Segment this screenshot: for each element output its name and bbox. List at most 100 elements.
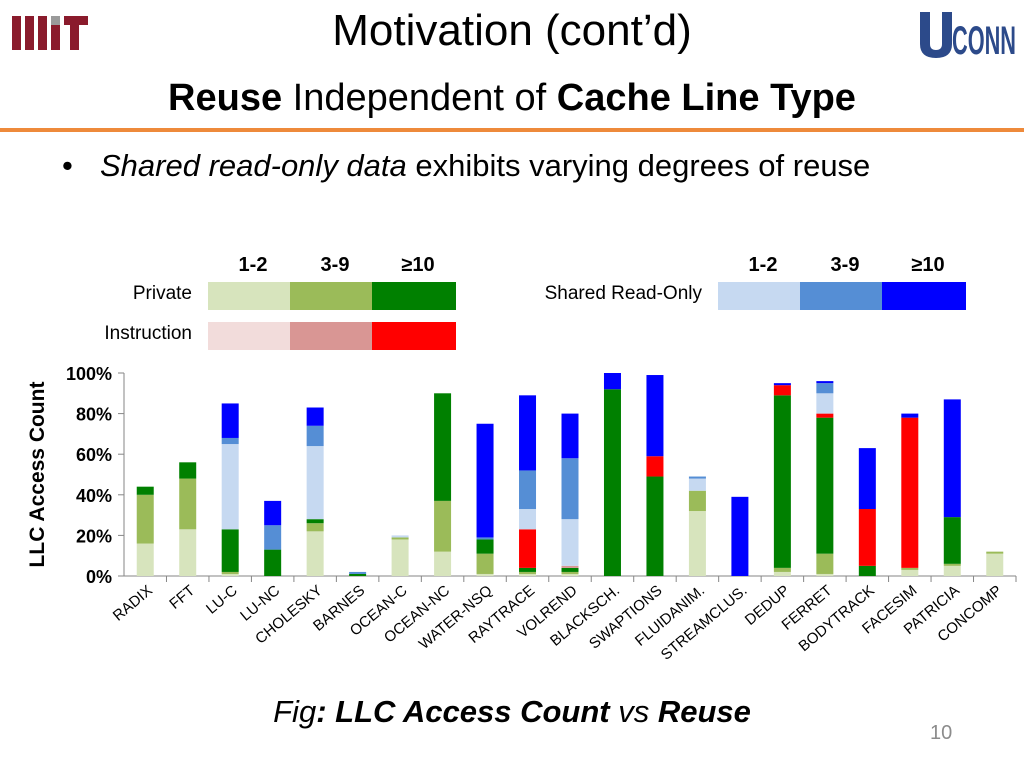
bar-segment [773, 395, 791, 568]
bar-segment [519, 529, 537, 568]
bar-segment [646, 375, 664, 457]
bar-segment [306, 519, 324, 524]
x-category-label: LU-C [203, 582, 241, 618]
legend-swatch [372, 282, 456, 310]
bar-segment [221, 437, 239, 445]
caption-colon: : [316, 694, 336, 729]
bar-segment [986, 551, 1004, 554]
bar-segment [901, 569, 919, 576]
bar-segment [901, 413, 919, 418]
bar-segment [519, 395, 537, 471]
bar-segment [476, 539, 494, 554]
bar-segment [816, 381, 834, 384]
subtitle-bold-reuse: Reuse [168, 77, 283, 119]
bar-segment [816, 393, 834, 414]
bar-segment [391, 537, 409, 540]
bar-segment [179, 478, 197, 530]
bar-segment [943, 517, 961, 564]
bar-segment [688, 478, 706, 491]
slide-title: Motivation (cont’d) [332, 6, 692, 55]
bar-segment [434, 393, 452, 501]
llc-access-chart: 1-2 3-9 ≥10 1-2 3-9 ≥10 Private Instruction Shar… [26, 254, 1017, 664]
bar-segment [943, 563, 961, 566]
bar-segment [986, 553, 1004, 576]
bar-segment [646, 476, 664, 576]
y-tick-label: 40% [76, 486, 112, 506]
uconn-logo: CONN [920, 12, 1016, 60]
subtitle-bold-cache-line-type: Cache Line Type [556, 77, 856, 119]
title-divider [0, 128, 1024, 132]
bar-segment [221, 573, 239, 576]
bar-segment [773, 571, 791, 576]
legend-swatch [208, 282, 290, 310]
bar-segment [519, 571, 537, 574]
bar-segment [603, 389, 621, 576]
bar-segment [561, 565, 579, 568]
bar-segment [943, 565, 961, 576]
legend-swatch [290, 322, 372, 350]
svg-text:CONN: CONN [952, 19, 1016, 60]
bar-segment [476, 573, 494, 576]
bar-segment [561, 458, 579, 520]
bullet-text: Shared read-only data exhibits varying d… [100, 144, 940, 188]
y-tick-label: 80% [76, 405, 112, 425]
bar-segment [136, 486, 154, 495]
bar-segment [136, 494, 154, 544]
bar-segment [816, 573, 834, 576]
bar-segment [221, 403, 239, 438]
bar-segment [306, 531, 324, 576]
legend-level-label: 1-2 [749, 254, 778, 276]
legend-swatch [882, 282, 966, 310]
bar-segment [306, 407, 324, 426]
bar-segment [519, 567, 537, 572]
bar-segment [221, 529, 239, 572]
bar-segment [858, 509, 876, 566]
y-tick-label: 0% [86, 567, 112, 587]
bar-segment [519, 470, 537, 510]
legend-level-label: 1-2 [239, 254, 268, 276]
bar-segment [688, 490, 706, 512]
bar-segment [603, 373, 621, 390]
y-axis-title: LLC Access Count [26, 382, 49, 568]
bar-segment [519, 573, 537, 576]
bar-segment [434, 551, 452, 576]
bar-segment [349, 573, 367, 576]
bar-segment [306, 523, 324, 532]
bar-segment [391, 539, 409, 576]
bar-segment [561, 573, 579, 576]
bullet-italic: Shared read-only data [100, 148, 407, 183]
y-tick-label: 20% [76, 526, 112, 546]
legend-level-label: 3-9 [321, 254, 350, 276]
bar-segment [816, 553, 834, 574]
bullet-dot-icon: • [62, 148, 73, 183]
legend-group-label: Shared Read-Only [545, 283, 703, 304]
legend-level-label: ≥10 [401, 254, 434, 276]
bar-segment [688, 511, 706, 576]
bar-segment [221, 444, 239, 530]
bar-segment [901, 567, 919, 570]
bar-segment [434, 500, 452, 552]
bar-segment [561, 567, 579, 572]
bar-segment [731, 496, 749, 576]
bar-segment [773, 567, 791, 572]
bullet-rest: exhibits varying degrees of reuse [406, 148, 871, 183]
bar-segment [688, 476, 706, 479]
bar-segment [306, 446, 324, 520]
bar-segment [858, 448, 876, 510]
bar-segment [773, 383, 791, 386]
x-category-label: FFT [166, 582, 198, 613]
subtitle-middle: Independent of [282, 77, 557, 119]
bar-segment [349, 571, 367, 574]
legend-swatch [800, 282, 882, 310]
legend-group-label: Instruction [104, 323, 192, 344]
bar-segment [561, 571, 579, 574]
legend-level-label: 3-9 [831, 254, 860, 276]
mit-logo [12, 16, 88, 50]
bar-segment [264, 525, 282, 550]
caption-fig: Fig [273, 694, 317, 729]
bar-segment [136, 543, 154, 576]
bar-segment [561, 519, 579, 566]
caption-vs: vs [609, 694, 658, 729]
bar-segment [179, 462, 197, 479]
legend-swatch [718, 282, 800, 310]
